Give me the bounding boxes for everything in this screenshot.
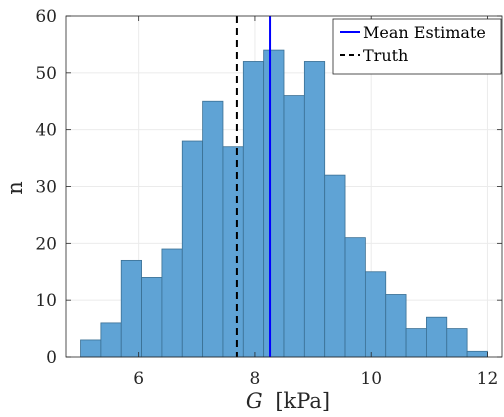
y-tick-labels: 0 10 20 30 40 50 60 xyxy=(35,7,57,368)
x-tick-label: 8 xyxy=(250,369,261,389)
histogram-bar xyxy=(405,328,427,358)
histogram-bar xyxy=(120,259,142,358)
histogram-bar xyxy=(100,322,122,358)
y-tick-label: 50 xyxy=(35,64,57,84)
y-tick-label: 10 xyxy=(35,291,57,311)
legend-box xyxy=(332,18,502,75)
histogram-bar xyxy=(466,350,488,358)
histogram-bars xyxy=(80,49,488,358)
x-tick-label: 10 xyxy=(360,369,382,389)
histogram-bar xyxy=(161,248,183,358)
x-tick-label: 6 xyxy=(133,369,144,389)
histogram-bar xyxy=(426,316,448,358)
legend: Mean Estimate Truth xyxy=(332,18,502,75)
x-tick-labels: 6 8 10 12 xyxy=(133,369,498,389)
axis-ticks xyxy=(66,15,502,358)
histogram-bar xyxy=(181,140,204,358)
reference-lines xyxy=(235,16,272,357)
x-axis-unit: [kPa] xyxy=(275,389,330,413)
histogram-bar xyxy=(283,95,305,358)
y-tick-label: 40 xyxy=(35,121,57,141)
x-tick-label: 12 xyxy=(477,369,499,389)
y-tick-label: 60 xyxy=(35,7,57,27)
histogram-bar xyxy=(446,328,468,358)
histogram-bar xyxy=(263,49,285,358)
histogram-bar xyxy=(364,271,387,358)
histogram-bar xyxy=(385,294,407,358)
y-axis-label: n xyxy=(3,181,27,195)
histogram-bar xyxy=(303,61,326,358)
x-axis-label: G [kPa] xyxy=(246,389,330,413)
histogram-bar xyxy=(242,61,265,358)
histogram-bar xyxy=(202,100,224,358)
y-tick-label: 30 xyxy=(35,178,57,198)
histogram-bar xyxy=(344,237,366,358)
histogram-bar xyxy=(222,146,244,358)
y-tick-label: 20 xyxy=(35,234,57,254)
legend-label-mean-estimate: Mean Estimate xyxy=(363,23,486,42)
y-tick-label: 0 xyxy=(46,348,57,368)
histogram-bar xyxy=(141,277,163,358)
histogram-bar xyxy=(324,174,346,358)
x-axis-variable: G xyxy=(246,389,263,413)
legend-label-truth: Truth xyxy=(363,46,408,65)
histogram-bar xyxy=(80,339,102,358)
